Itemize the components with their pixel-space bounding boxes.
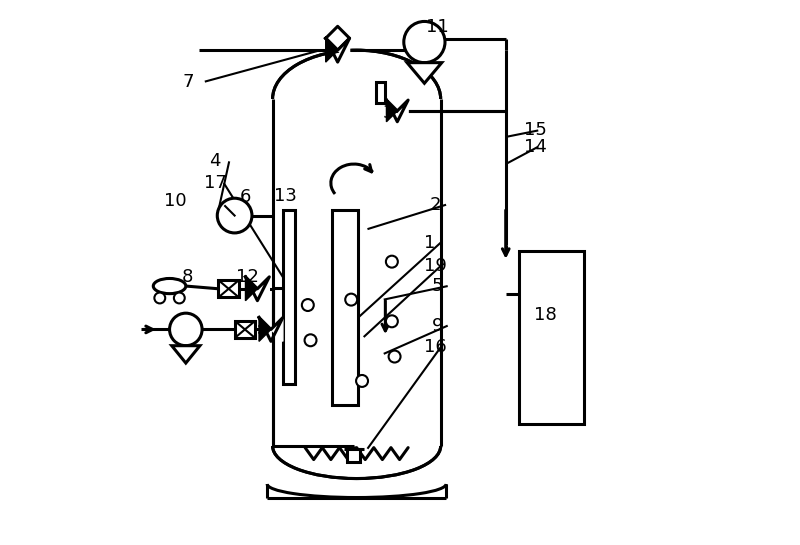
Bar: [519, 251, 584, 425]
Text: 4: 4: [209, 153, 221, 171]
Polygon shape: [246, 277, 258, 301]
Text: 12: 12: [236, 268, 259, 286]
Polygon shape: [407, 63, 442, 83]
Bar: [273, 99, 441, 446]
Text: 8: 8: [182, 268, 194, 286]
Text: 14: 14: [524, 138, 546, 156]
Ellipse shape: [154, 278, 186, 294]
Polygon shape: [338, 38, 350, 62]
Text: 11: 11: [426, 19, 449, 37]
Text: 17: 17: [204, 174, 226, 192]
Bar: [332, 210, 358, 405]
Circle shape: [218, 198, 252, 233]
Bar: [283, 210, 295, 384]
Circle shape: [404, 21, 445, 63]
Circle shape: [389, 350, 401, 362]
Circle shape: [386, 316, 398, 327]
Text: 15: 15: [524, 122, 546, 140]
Polygon shape: [386, 100, 398, 122]
Ellipse shape: [273, 414, 441, 479]
Circle shape: [170, 313, 202, 346]
Bar: [234, 321, 255, 338]
Polygon shape: [172, 346, 200, 363]
Bar: [376, 82, 386, 104]
Circle shape: [386, 256, 398, 268]
Circle shape: [305, 334, 317, 346]
Text: 2: 2: [430, 196, 442, 214]
Text: 19: 19: [424, 257, 447, 275]
Text: 13: 13: [274, 186, 297, 204]
Text: 10: 10: [164, 192, 186, 210]
Text: 1: 1: [424, 234, 436, 252]
Text: 6: 6: [240, 187, 251, 205]
Polygon shape: [258, 277, 270, 301]
Text: 9: 9: [431, 317, 443, 335]
Polygon shape: [326, 38, 338, 62]
Circle shape: [356, 375, 368, 387]
Polygon shape: [259, 318, 271, 341]
Polygon shape: [398, 100, 408, 122]
Circle shape: [302, 299, 314, 311]
Text: 7: 7: [182, 72, 194, 90]
Circle shape: [154, 293, 166, 304]
Bar: [347, 449, 361, 462]
Bar: [218, 280, 239, 298]
Ellipse shape: [273, 50, 441, 148]
Text: 3: 3: [382, 104, 394, 122]
Text: 16: 16: [424, 338, 447, 356]
Circle shape: [174, 293, 185, 304]
Text: 18: 18: [534, 306, 558, 324]
Text: 5: 5: [431, 277, 443, 295]
Circle shape: [346, 294, 357, 306]
Polygon shape: [271, 318, 283, 341]
